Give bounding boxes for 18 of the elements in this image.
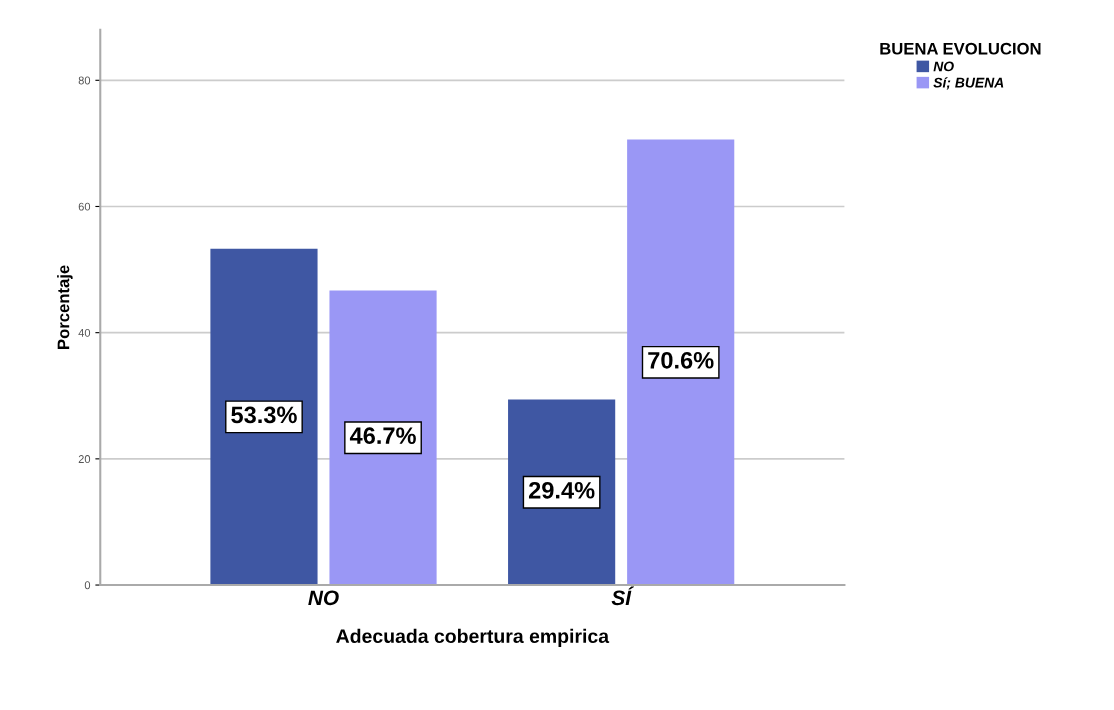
y-tick-label: 60 [78,202,91,211]
y-axis-title: Porcentaje [57,265,73,349]
legend-title: BUENA EVOLUCION [880,42,1041,55]
legend-label: Sí; BUENA [933,77,1004,90]
y-tick-label: 20 [78,455,91,463]
y-tick-label: 80 [78,76,91,85]
data-label: 29.4% [528,481,595,499]
legend-label: NO [933,61,954,72]
y-tick-label: 0 [84,581,91,590]
data-label: 46.7% [349,427,416,445]
y-tick-label: 40 [78,328,91,337]
bar [627,139,735,586]
x-tick-label: SÍ [611,586,635,606]
data-label: 70.6% [648,351,714,369]
data-label: 53.3% [231,406,297,424]
x-axis-title: Adecuada cobertura empirica [336,628,610,647]
bar [329,290,437,586]
bar [210,248,318,586]
